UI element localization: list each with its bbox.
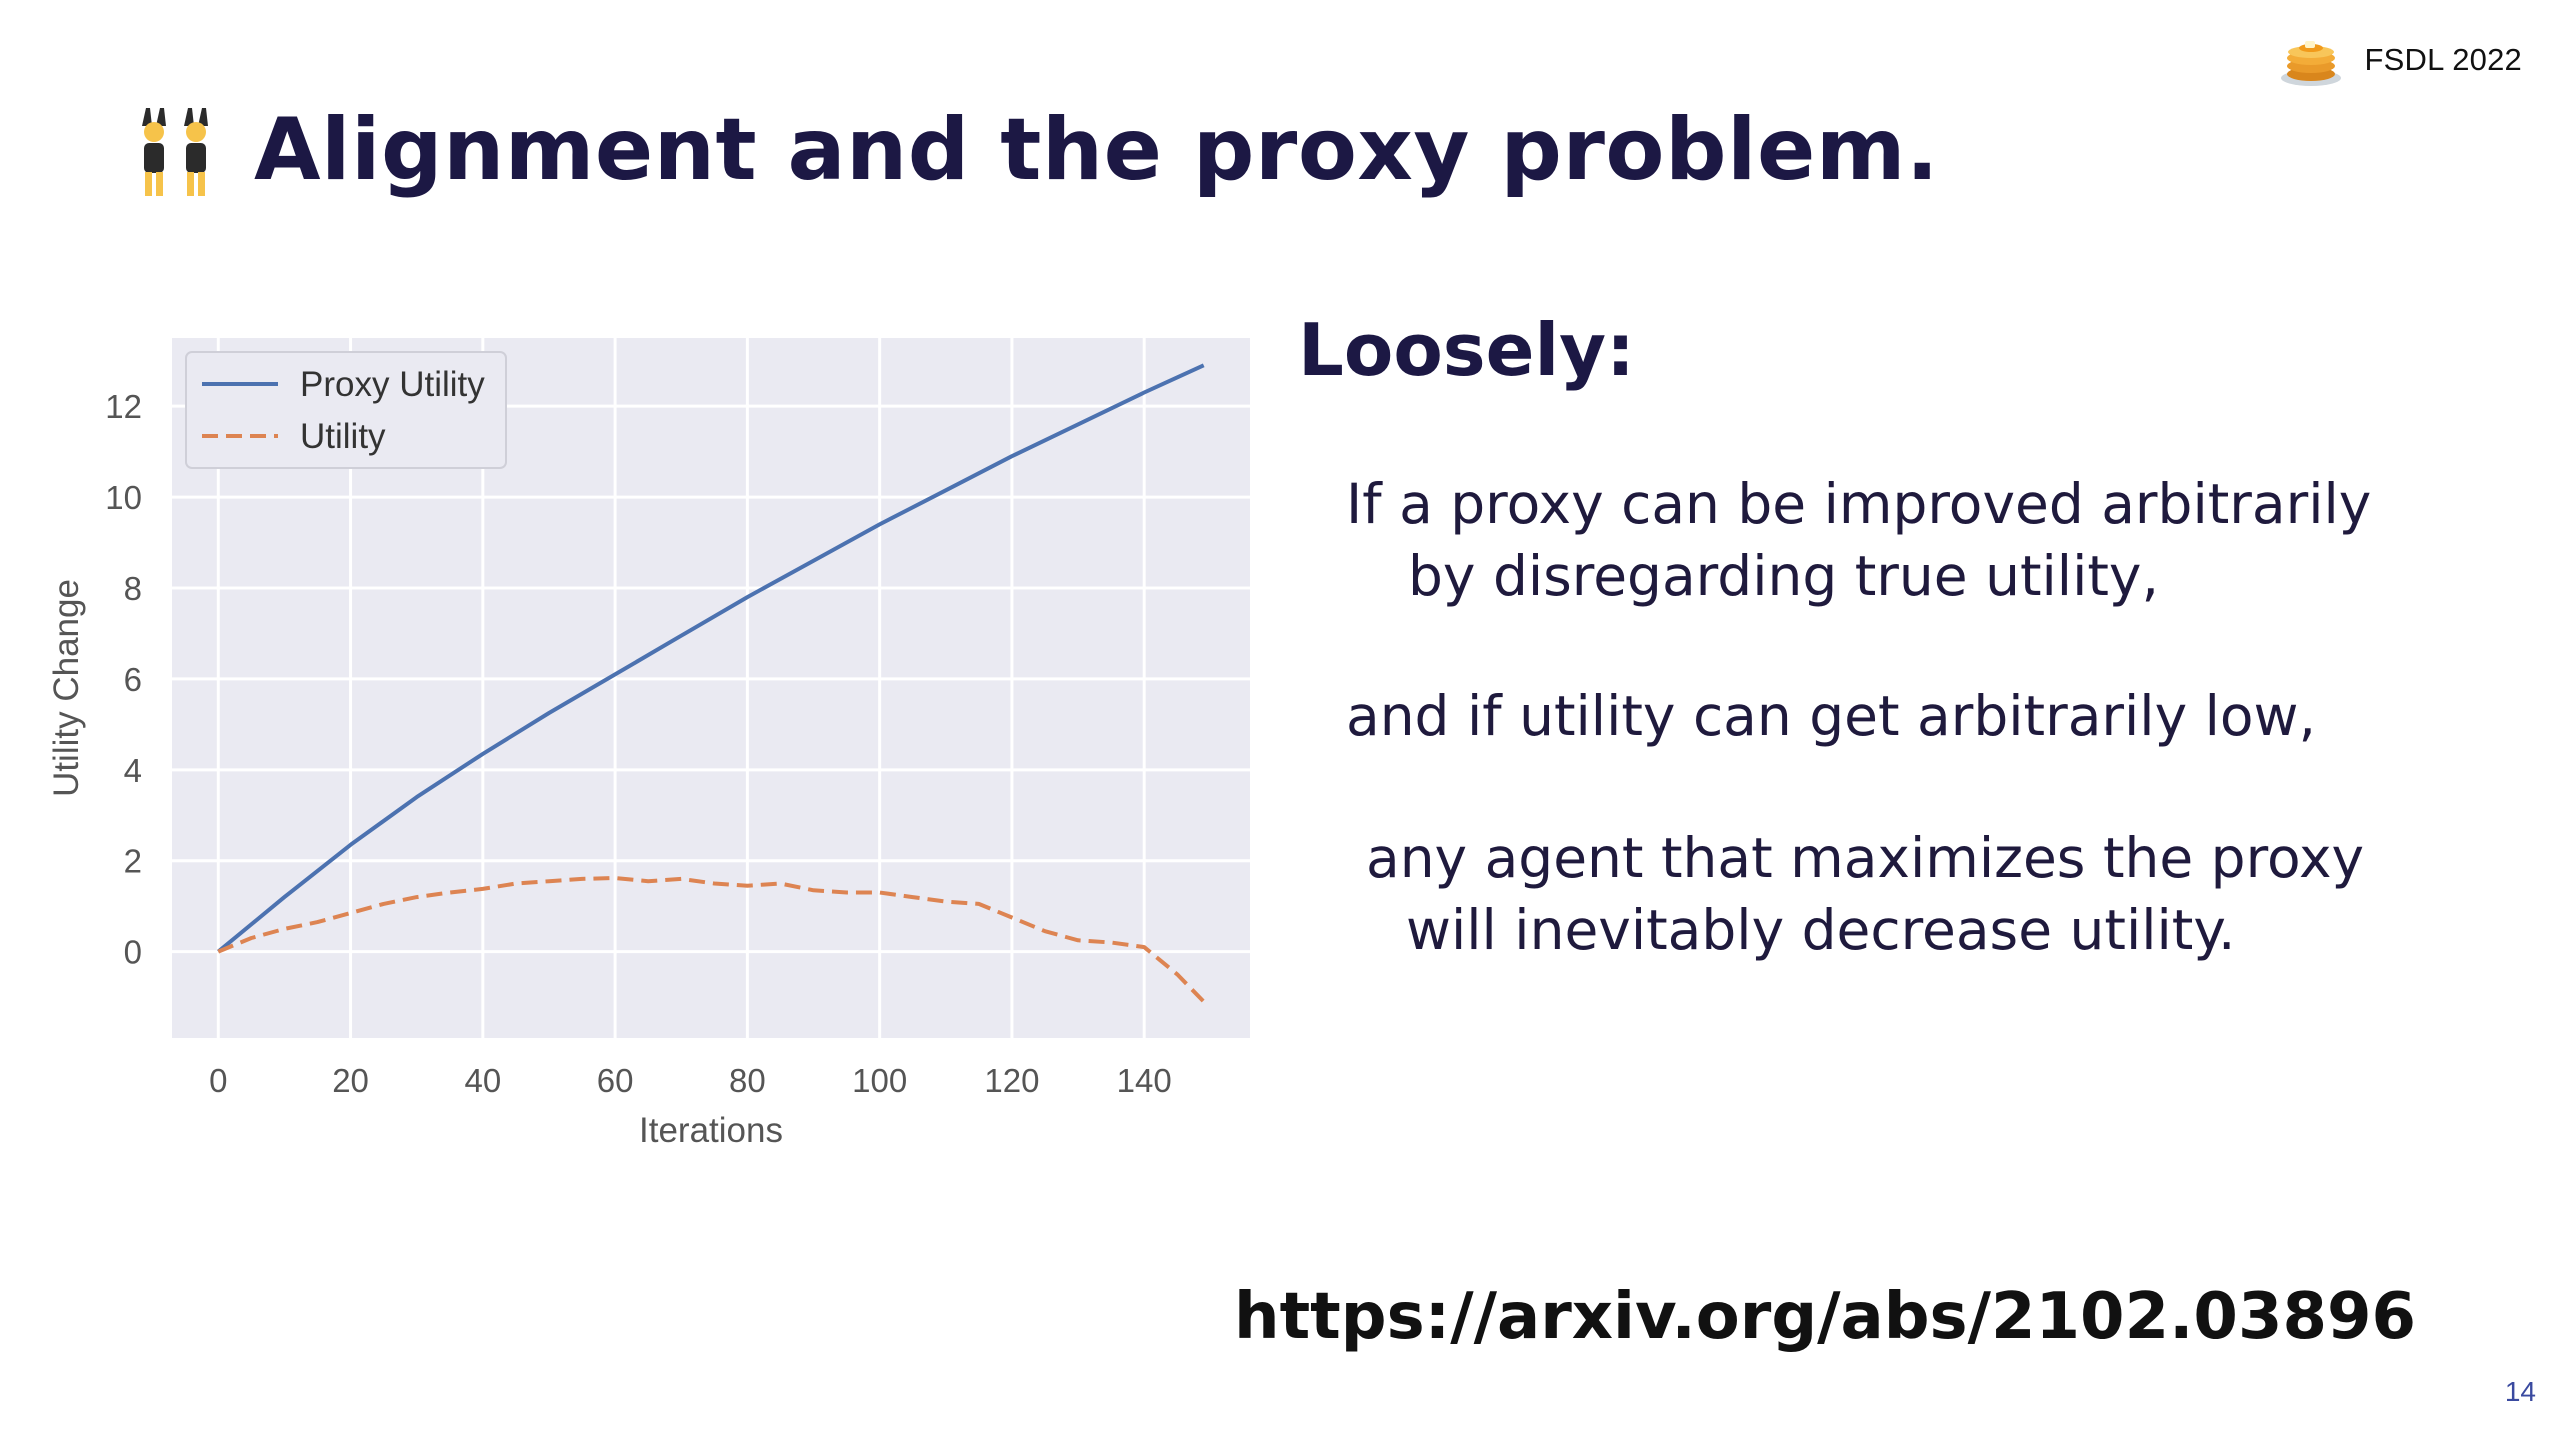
y-axis-label: Utility Change — [47, 579, 86, 797]
pancakes-icon — [2280, 41, 2341, 86]
x-tick-label: 40 — [464, 1062, 501, 1099]
x-tick-label: 100 — [852, 1062, 907, 1099]
brand: FSDL 2022 — [2279, 32, 2522, 88]
series-line-1 — [217, 363, 1205, 954]
y-tick-label: 4 — [124, 752, 142, 789]
page-title: Alignment and the proxy problem. — [254, 100, 1940, 200]
x-tick-label: 120 — [984, 1062, 1039, 1099]
y-tick-label: 8 — [124, 570, 142, 607]
series-line-2 — [217, 876, 1206, 1003]
chart: 0 20 40 60 80 100 120 140 0 2 4 6 8 10 12 Proxy Utility… — [40, 320, 1280, 1180]
people-with-bunny-ears-icon — [142, 108, 208, 196]
y-tick-label: 0 — [124, 934, 142, 971]
y-tick-label: 10 — [105, 479, 142, 516]
x-tick-label: 0 — [209, 1062, 227, 1099]
legend-label: Utility — [300, 417, 386, 456]
side-heading: Loosely: — [1298, 308, 1635, 392]
x-axis-label: Iterations — [639, 1111, 783, 1150]
body-line-5: will inevitably decrease utility. — [1406, 898, 2236, 962]
legend-label: Proxy Utility — [300, 365, 485, 404]
x-tick-label: 60 — [597, 1062, 634, 1099]
paper-link[interactable]: https://arxiv.org/abs/2102.03896 — [1234, 1280, 2417, 1354]
x-tick-label: 20 — [332, 1062, 369, 1099]
legend-box — [185, 351, 507, 469]
title-row: Alignment and the proxy problem. — [126, 100, 1939, 200]
brand-text: FSDL 2022 — [2364, 42, 2522, 77]
y-tick-label: 6 — [124, 661, 142, 698]
x-tick-label: 140 — [1117, 1062, 1172, 1099]
page-number: 14 — [2504, 1376, 2536, 1407]
y-tick-label: 12 — [105, 388, 142, 425]
body-line-1: If a proxy can be improved arbitrarily — [1346, 472, 2372, 536]
y-tick-label: 2 — [124, 843, 142, 880]
x-tick-label: 80 — [729, 1062, 766, 1099]
chart-svg: 0 20 40 60 80 100 120 140 0 2 4 6 8 10 12 Proxy Utility… — [47, 338, 1250, 1150]
body-line-2: by disregarding true utility, — [1408, 544, 2159, 608]
body-line-3: and if utility can get arbitrarily low, — [1346, 684, 2317, 748]
body-line-4: any agent that maximizes the proxy — [1366, 826, 2365, 890]
